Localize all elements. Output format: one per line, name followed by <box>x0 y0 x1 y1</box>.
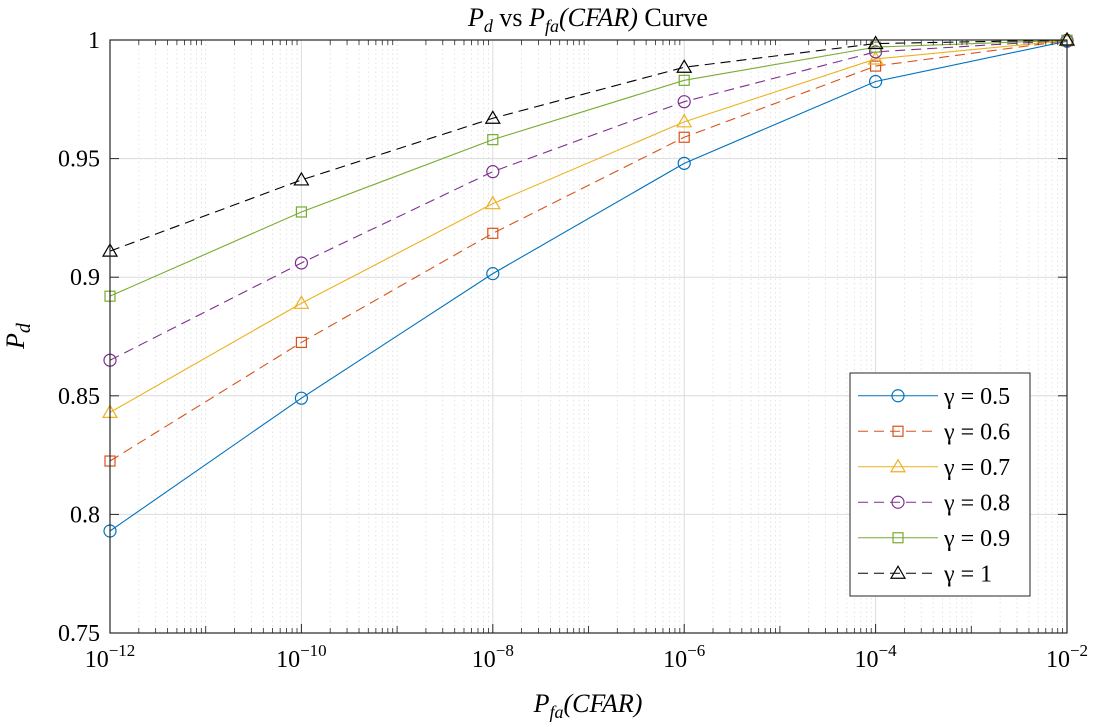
series-layer <box>101 31 1076 538</box>
series-line <box>109 39 1068 252</box>
data-point <box>294 391 308 405</box>
legend-entry: γ = 0.8 <box>858 490 1010 516</box>
series-gamma-0-8 <box>103 33 1074 367</box>
x-tick-label: 10−8 <box>472 641 514 673</box>
data-point <box>487 227 499 239</box>
legend-label: γ = 0.9 <box>943 526 1010 552</box>
series-line <box>109 39 1068 361</box>
legend-entry: γ = 0.7 <box>858 455 1010 481</box>
data-point <box>487 134 499 146</box>
data-point <box>677 156 691 170</box>
data-point <box>293 171 310 186</box>
data-point <box>868 74 883 89</box>
x-tick-label: 10−6 <box>663 641 705 673</box>
y-tick-label: 0.75 <box>58 621 100 647</box>
data-point <box>867 50 884 65</box>
series-line <box>109 40 1068 532</box>
data-point <box>677 95 691 109</box>
legend-entry: γ = 0.5 <box>858 384 1010 410</box>
data-point <box>295 206 307 218</box>
data-point <box>678 74 690 86</box>
data-point <box>868 45 883 59</box>
legend-entry: γ = 1 <box>858 561 992 587</box>
data-point <box>293 295 310 309</box>
legend-marker <box>892 425 904 437</box>
data-point <box>484 110 501 124</box>
legend-label: γ = 1 <box>943 561 992 587</box>
data-point <box>869 41 882 53</box>
legend-entry: γ = 0.6 <box>858 419 1010 445</box>
legend-label: γ = 0.8 <box>943 490 1010 516</box>
legend-marker <box>889 458 907 473</box>
legend-marker <box>891 389 905 403</box>
data-point <box>676 113 693 128</box>
y-tick-label: 0.85 <box>58 384 100 410</box>
chart-title: Pd vs Pfa(CFAR) Curve <box>467 3 708 36</box>
data-point <box>295 336 307 349</box>
data-point <box>867 35 884 50</box>
y-tick-label: 1 <box>88 28 100 54</box>
x-axis-label: Pfa(CFAR) <box>533 689 643 722</box>
y-tick-label: 0.95 <box>58 147 100 173</box>
legend-marker <box>889 565 907 579</box>
data-point <box>678 131 690 143</box>
legend-box <box>849 372 1031 597</box>
data-point <box>486 165 500 179</box>
legend-label: γ = 0.5 <box>943 384 1010 410</box>
x-tick-label: 10−10 <box>276 641 327 673</box>
legend-marker <box>891 495 905 509</box>
legend-entry: γ = 0.9 <box>858 526 1010 552</box>
legend-label: γ = 0.6 <box>943 419 1010 445</box>
data-point <box>486 267 500 281</box>
legend: γ = 0.5 γ = 0.6 γ = 0.7 γ = 0.8 γ = 0.9 γ = 1 <box>849 372 1031 597</box>
y-tick-label: 0.8 <box>70 502 100 528</box>
data-point <box>294 256 308 270</box>
axis-ticks: 10−12 10−10 10−8 10−6 10−4 10−2 0.75 0.8 0.85 0.9… <box>58 28 1088 673</box>
x-tick-label: 10−4 <box>855 641 898 673</box>
series-line <box>109 40 1068 462</box>
x-tick-label: 10−12 <box>85 641 136 673</box>
series-line <box>109 39 1068 413</box>
data-point <box>484 195 501 210</box>
y-axis-label: Pd <box>1 322 35 350</box>
series-line <box>109 39 1068 297</box>
legend-marker <box>892 532 904 544</box>
y-tick-label: 0.9 <box>70 265 100 291</box>
series-gamma-0-7 <box>101 32 1076 419</box>
data-point <box>676 59 693 73</box>
legend-label: γ = 0.7 <box>943 455 1010 481</box>
x-tick-label: 10−2 <box>1046 641 1088 673</box>
data-point <box>869 60 882 72</box>
